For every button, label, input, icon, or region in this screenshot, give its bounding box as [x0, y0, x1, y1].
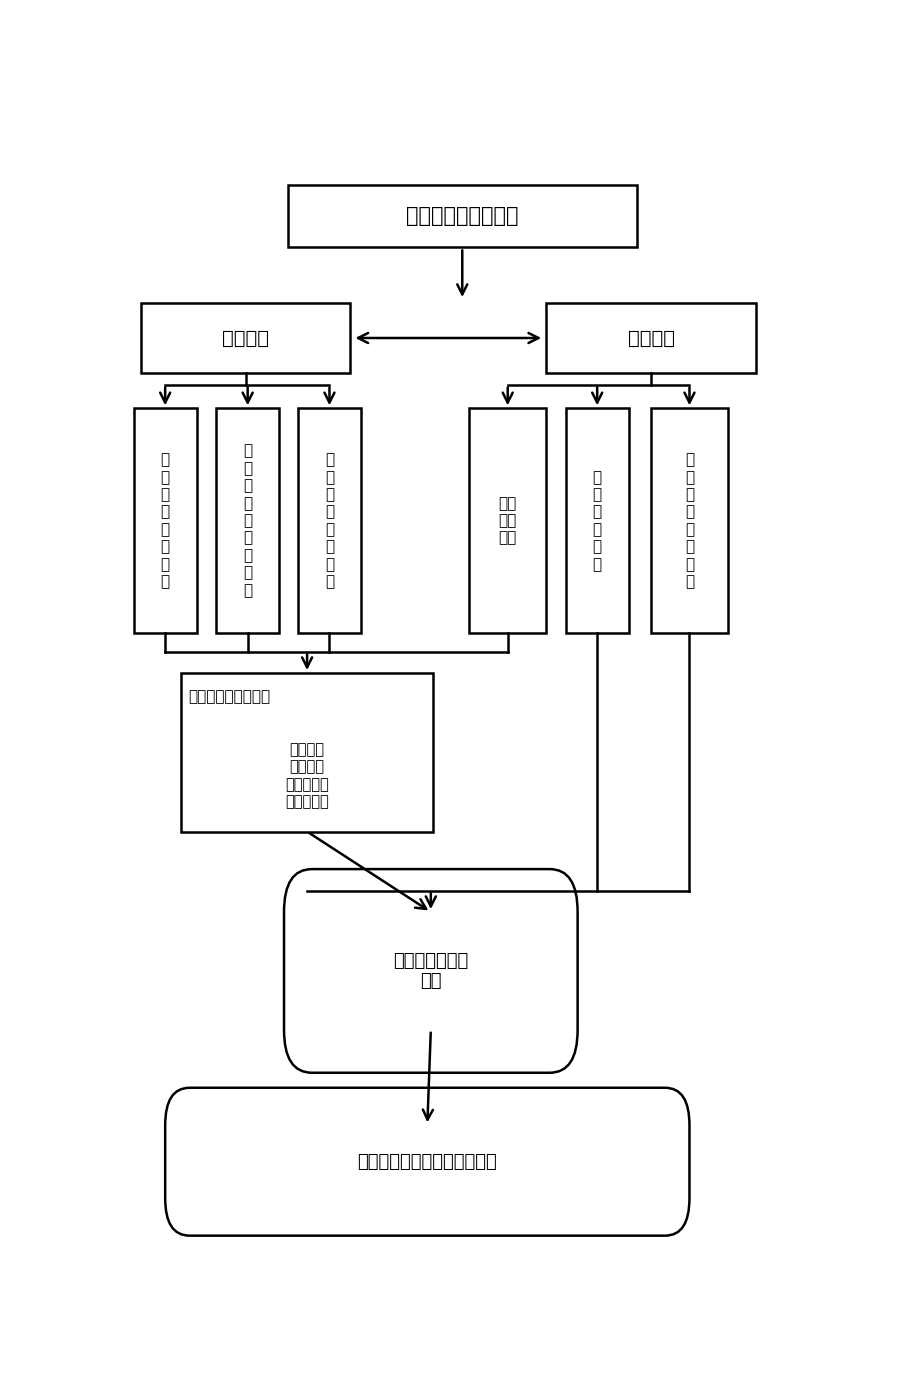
Text: 温
度
湿
度
廓
线
探
测: 温 度 湿 度 廓 线 探 测 — [161, 452, 170, 589]
FancyBboxPatch shape — [651, 408, 728, 633]
FancyBboxPatch shape — [141, 303, 350, 373]
Text: 水汽廓线
温度廓线
气溶胶廓线
地面能见度: 水汽廓线 温度廓线 气溶胶廓线 地面能见度 — [285, 742, 329, 809]
FancyBboxPatch shape — [133, 408, 197, 633]
FancyBboxPatch shape — [288, 185, 637, 248]
Text: 大气光谱透过率
计算: 大气光谱透过率 计算 — [393, 952, 468, 990]
Text: 仳
器
光
谱
响
应
函
数: 仳 器 光 谱 响 应 函 数 — [685, 452, 694, 589]
FancyBboxPatch shape — [284, 869, 577, 1073]
Text: 大气传输修正分系统: 大气传输修正分系统 — [406, 206, 519, 227]
FancyBboxPatch shape — [216, 408, 279, 633]
Text: 目
标
位
置
信
息: 目 标 位 置 信 息 — [593, 469, 602, 572]
Text: 各测量波段的平均大气透过率: 各测量波段的平均大气透过率 — [357, 1153, 497, 1171]
FancyBboxPatch shape — [165, 1087, 689, 1236]
FancyBboxPatch shape — [181, 672, 433, 831]
Text: 大气
参数
模式: 大气 参数 模式 — [499, 496, 517, 546]
Text: 气
溶
胶
消
光
廓
线
探
测: 气 溶 胶 消 光 廓 线 探 测 — [244, 444, 253, 597]
Text: 实时大气参数获取：: 实时大气参数获取： — [189, 689, 271, 704]
FancyBboxPatch shape — [566, 408, 629, 633]
FancyBboxPatch shape — [298, 408, 361, 633]
Text: 地
面
大
气
参
数
测
量: 地 面 大 气 参 数 测 量 — [325, 452, 334, 589]
Text: 软件系统: 软件系统 — [628, 329, 675, 348]
FancyBboxPatch shape — [547, 303, 756, 373]
Text: 硬件系统: 硬件系统 — [222, 329, 269, 348]
FancyBboxPatch shape — [469, 408, 547, 633]
